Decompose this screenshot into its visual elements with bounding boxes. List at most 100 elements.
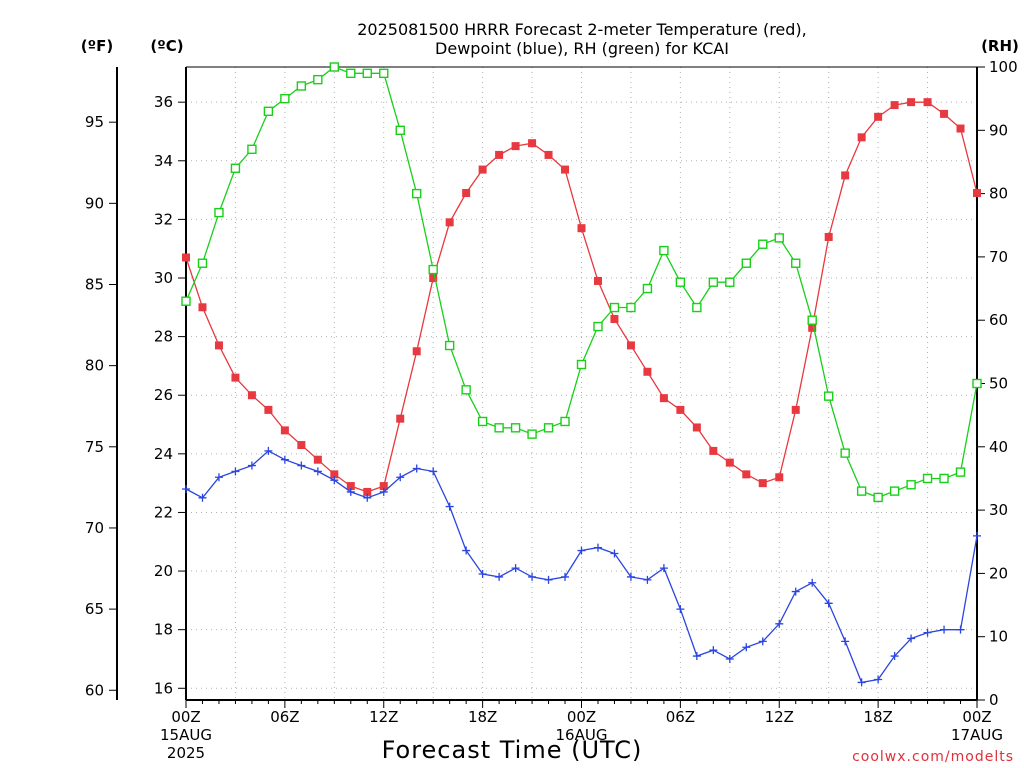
dewpoint-point [857, 678, 866, 687]
rh-point [659, 245, 669, 256]
temperature-point [280, 426, 289, 435]
celsius-tick-label: 26 [154, 386, 173, 404]
fahrenheit-tick-label: 65 [85, 600, 104, 618]
dewpoint-point [445, 502, 454, 511]
rh-tick-label: 10 [989, 628, 1008, 646]
rh-point [823, 391, 834, 401]
time-tick-date: 15AUG [160, 726, 212, 744]
dewpoint-point [412, 464, 421, 473]
temperature-point [429, 274, 438, 282]
time-tick-date: 16AUG [556, 726, 608, 744]
rh-point [807, 315, 817, 325]
rh-point [758, 239, 768, 249]
temperature-point [907, 98, 916, 107]
rh-point [791, 258, 801, 268]
rh-point [477, 416, 488, 427]
celsius-tick-label: 20 [154, 562, 173, 580]
temperature-point [528, 139, 537, 148]
rh-point [230, 163, 241, 173]
celsius-tick-label: 22 [154, 503, 173, 521]
rh-point [906, 480, 916, 490]
rh-unit-label: (RH) [981, 37, 1019, 55]
celsius-axis: 16 18 20 22 24 26 28 30 32 34 36 [154, 93, 186, 697]
rh-point [247, 144, 257, 154]
rh-tick-label: 50 [989, 375, 1008, 393]
time-tick-label: 18Z [468, 708, 497, 726]
dewpoint-point [956, 625, 965, 634]
fahrenheit-tick-label: 85 [85, 275, 104, 293]
temperature-point [577, 224, 586, 233]
dewpoint-point [214, 473, 223, 482]
temperature-point [791, 405, 800, 414]
rh-tick-label: 0 [989, 691, 999, 709]
time-tick-date: 17AUG [951, 726, 1003, 744]
dewpoint-point [973, 531, 981, 540]
temperature-point [462, 189, 471, 198]
dewpoint-point [676, 605, 685, 614]
rh-point [296, 81, 307, 91]
temperature-point [297, 441, 306, 450]
fahrenheit-tick-label: 90 [85, 194, 104, 212]
dewpoint-point [330, 476, 339, 485]
temperature-point [725, 458, 734, 467]
dewpoint-point [610, 549, 619, 558]
dewpoint-point [182, 485, 190, 493]
rh-point [428, 264, 438, 275]
temperature-point [709, 446, 718, 455]
fahrenheit-tick-label: 80 [85, 357, 104, 375]
celsius-tick-label: 36 [154, 93, 173, 111]
dewpoint-point [742, 643, 751, 652]
chart-title-line2: Dewpoint (blue), RH (green) for KCAI [435, 39, 729, 58]
rh-point [642, 283, 653, 294]
temperature-point [231, 373, 240, 382]
fahrenheit-tick-label: 75 [85, 438, 104, 456]
temperature-point [330, 470, 339, 479]
fahrenheit-tick-label: 70 [85, 519, 104, 537]
rh-point [873, 492, 883, 503]
dewpoint-point [379, 487, 388, 496]
rh-point [379, 68, 389, 79]
dewpoint-point [561, 572, 570, 581]
temperature-point [940, 109, 949, 118]
temperature-point [874, 112, 883, 121]
celsius-tick-label: 28 [154, 328, 173, 346]
rh-tick-label: 70 [989, 248, 1008, 266]
rh-point [741, 258, 751, 268]
rh-point [214, 207, 224, 218]
dewpoint-point [577, 546, 586, 555]
temperature-point [379, 482, 388, 491]
temperature-point [495, 150, 504, 159]
rh-point [362, 68, 372, 79]
rh-point [692, 302, 702, 313]
dewpoint-series [182, 446, 981, 687]
temperature-point [544, 150, 553, 159]
rh-point [494, 423, 504, 433]
rh-point [593, 321, 603, 332]
temperature-point [478, 165, 487, 174]
temperature-point [363, 487, 372, 496]
rh-point [955, 467, 966, 477]
dewpoint-point [511, 564, 520, 573]
rh-point [313, 74, 323, 85]
rh-point [708, 277, 719, 287]
temperature-point [264, 405, 273, 414]
rh-point [626, 302, 636, 313]
temperature-point [247, 391, 256, 400]
dewpoint-point [528, 572, 537, 581]
temperature-point [214, 341, 223, 350]
celsius-tick-label: 24 [154, 445, 173, 463]
rh-point [181, 296, 191, 306]
temperature-point [626, 341, 635, 350]
rh-point [527, 429, 537, 439]
temperature-point [742, 470, 751, 479]
dewpoint-point [692, 652, 701, 661]
rh-tick-label: 30 [989, 501, 1008, 519]
dewpoint-point [791, 587, 800, 596]
celsius-unit-label: (ºC) [150, 37, 183, 55]
temperature-point [182, 253, 190, 262]
dewpoint-point [462, 546, 471, 555]
dewpoint-point [940, 625, 949, 634]
dewpoint-point [264, 446, 273, 455]
dewpoint-point [247, 461, 256, 470]
